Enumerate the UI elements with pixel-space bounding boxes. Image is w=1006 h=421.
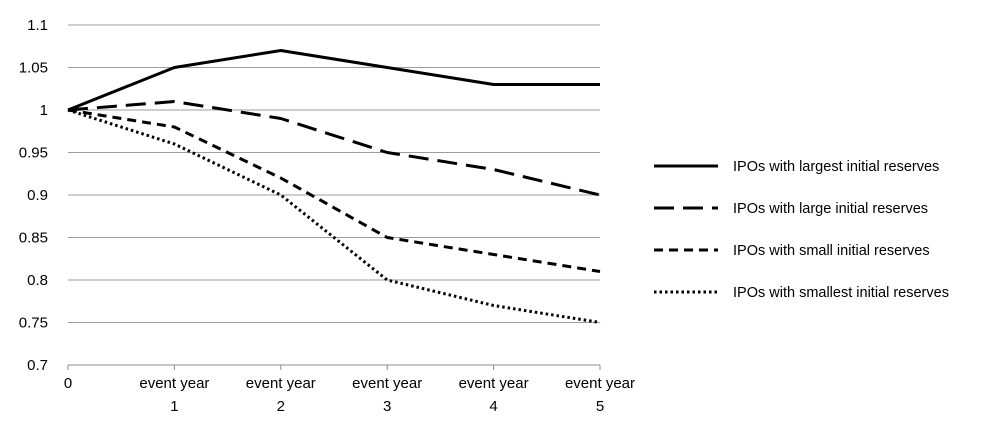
x-tick-label: event year 4	[459, 375, 529, 415]
gridlines	[68, 24, 600, 366]
legend-label-1: IPOs with largest initial reserves	[733, 159, 939, 175]
x-tick-label: event year 1	[139, 375, 209, 415]
y-axis-tick-labels: 0.7 0.75 0.8 0.85 0.9 0.95 1 1.05 1.1	[19, 17, 48, 374]
y-tick-label: 0.9	[27, 187, 48, 204]
x-tick-label: event year 5	[565, 375, 635, 415]
x-tick-label: event year 3	[352, 375, 422, 415]
y-tick-label: 0.85	[19, 230, 48, 247]
x-axis-tick-labels: 0 event year 1 event year 2 event year 3 event …	[64, 365, 635, 415]
legend-label-4: IPOs with smallest initial reserves	[733, 285, 949, 301]
y-tick-label: 1.05	[19, 60, 48, 77]
y-tick-label: 1	[40, 102, 48, 119]
series-lines	[67, 49, 601, 324]
y-tick-label: 0.75	[19, 315, 48, 332]
legend-label-3: IPOs with small initial reserves	[733, 243, 930, 259]
series-line-4	[67, 108, 601, 324]
y-tick-label: 1.1	[27, 17, 48, 34]
y-tick-label: 0.7	[27, 357, 48, 374]
y-tick-label: 0.95	[19, 145, 48, 162]
x-tick-label: event year 2	[246, 375, 316, 415]
series-line-1	[67, 49, 600, 112]
series-line-3	[67, 108, 601, 273]
legend: IPOs with largest initial reserves IPOs w…	[654, 159, 949, 301]
series-line-2	[67, 100, 601, 197]
x-tick-label: 0	[64, 375, 72, 392]
legend-label-2: IPOs with large initial reserves	[733, 201, 928, 217]
y-tick-label: 0.8	[27, 272, 48, 289]
